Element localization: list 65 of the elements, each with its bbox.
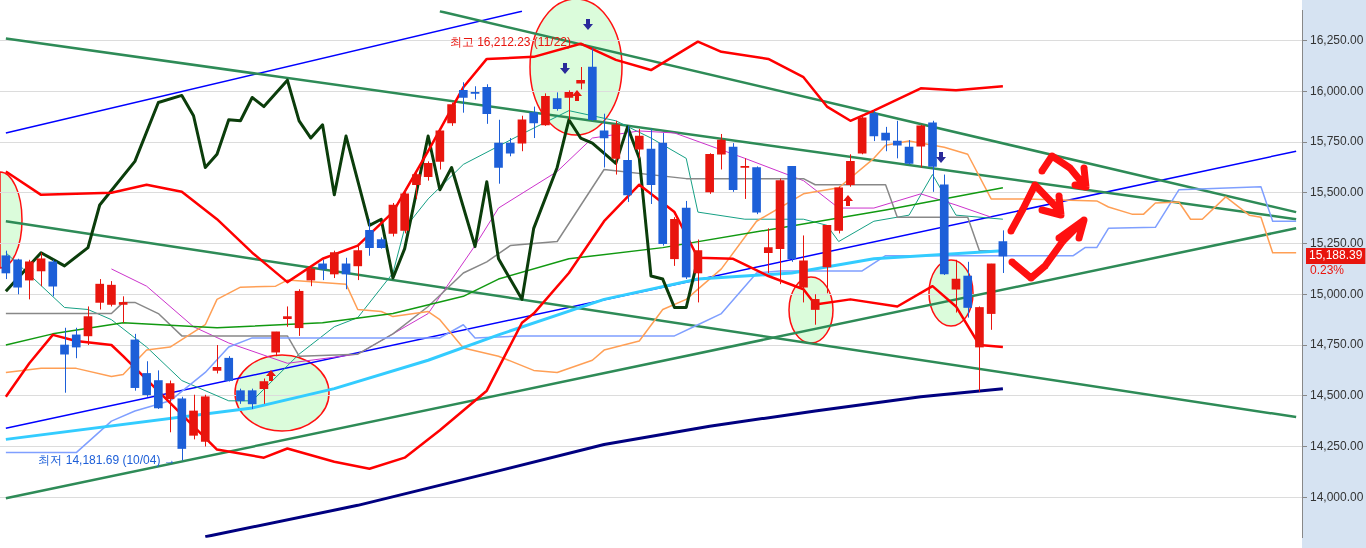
y-tick-label: 14,000.00	[1310, 489, 1364, 504]
candlestick	[541, 92, 550, 127]
candlestick	[505, 137, 515, 157]
candlestick	[13, 258, 22, 295]
candlestick	[623, 125, 632, 203]
text: 15,188.39	[1309, 248, 1363, 263]
candlestick	[200, 394, 210, 447]
y-tick-label: 16,250.00	[1310, 32, 1364, 47]
candlestick	[95, 278, 105, 311]
candlestick	[810, 293, 820, 326]
candlestick	[118, 295, 128, 324]
candlestick	[107, 280, 116, 307]
candlestick	[975, 305, 984, 393]
candlestick	[447, 102, 456, 127]
candlestick	[142, 360, 151, 398]
candlestick	[48, 259, 58, 297]
annotation: 최고 16,212.23 (11/22) →	[449, 34, 587, 49]
candlestick	[846, 153, 855, 188]
candlestick	[236, 388, 245, 405]
text: 0.23%	[1310, 263, 1345, 278]
candlestick	[400, 188, 410, 234]
candlestick	[529, 106, 539, 139]
candlestick	[799, 234, 808, 303]
y-tick-label: 14,500.00	[1310, 388, 1364, 403]
candlestick	[670, 216, 679, 267]
candlestick	[482, 83, 492, 125]
candlestick	[177, 396, 187, 461]
candlestick	[681, 200, 691, 280]
candlestick	[353, 243, 363, 281]
y-tick-label: 16,000.00	[1310, 83, 1364, 98]
candlestick	[365, 218, 374, 257]
y-tick-label: 14,750.00	[1310, 337, 1364, 352]
candlestick	[787, 165, 797, 263]
candlestick	[717, 133, 726, 170]
candlestick	[588, 47, 597, 122]
y-tick-label: 15,500.00	[1310, 185, 1364, 200]
y-tick-label: 15,750.00	[1310, 134, 1364, 149]
candlestick	[470, 85, 480, 100]
candlestick	[224, 355, 234, 383]
candlestick	[247, 388, 257, 410]
candlestick	[576, 66, 585, 90]
candlestick	[705, 152, 714, 195]
y-tick-label: 14,250.00	[1310, 438, 1364, 453]
candlestick	[154, 369, 163, 410]
candlestick	[458, 81, 468, 114]
candlestick	[752, 165, 761, 215]
candlestick	[963, 261, 973, 319]
candlestick	[928, 120, 937, 193]
candlestick	[494, 119, 503, 185]
candlestick	[283, 305, 292, 328]
candlestick	[329, 250, 339, 279]
candlestick	[189, 394, 198, 440]
candlestick	[412, 171, 421, 200]
candlestick	[376, 236, 386, 250]
candlestick	[939, 174, 949, 276]
candlestick	[24, 259, 34, 300]
candlestick	[834, 186, 844, 234]
candlestick	[658, 132, 668, 247]
annotation: 최저 14,181.69 (10/04) →	[38, 452, 176, 467]
candlestick	[611, 120, 621, 176]
candlestick	[634, 128, 644, 159]
candlestick	[763, 227, 773, 274]
candlestick	[740, 157, 750, 200]
y-tick-label: 15,000.00	[1310, 286, 1364, 301]
y-tick-label: 15,250.00	[1310, 235, 1364, 250]
